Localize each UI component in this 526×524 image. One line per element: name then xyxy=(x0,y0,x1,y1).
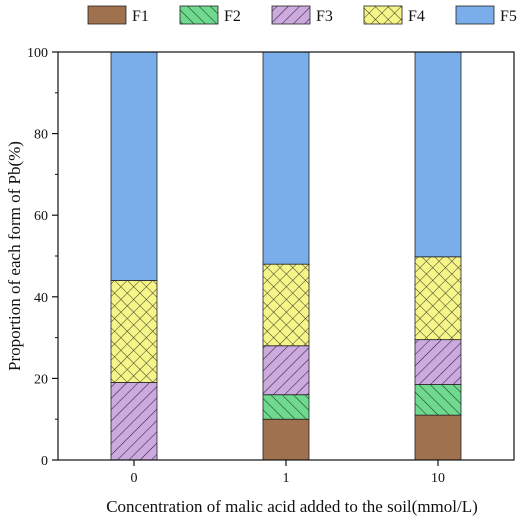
bar-segment-f4-1 xyxy=(262,263,310,347)
y-tick-label: 40 xyxy=(34,291,48,306)
x-tick-label: 1 xyxy=(283,471,290,486)
x-axis-label: Concentration of malic acid added to the… xyxy=(106,497,478,516)
legend-label-f3: F3 xyxy=(316,8,333,25)
x-tick-label: 0 xyxy=(131,471,138,486)
legend-swatch-f4 xyxy=(363,5,403,25)
y-tick-label: 60 xyxy=(34,209,48,224)
legend-swatch-f1 xyxy=(87,5,127,25)
bar-segment-f2-10 xyxy=(414,384,462,416)
bar-segment-f3-0 xyxy=(110,382,158,461)
bar-segment-f2-1 xyxy=(262,394,310,420)
legend-swatch-f2 xyxy=(179,5,219,25)
bar-segment-f5-0 xyxy=(110,51,158,281)
y-tick-label: 20 xyxy=(34,372,48,387)
legend-label-f4: F4 xyxy=(408,8,425,25)
bar-segment-f4-10 xyxy=(414,256,462,341)
y-tick-label: 0 xyxy=(41,454,48,469)
legend-label-f2: F2 xyxy=(224,8,241,25)
legend: F1 F2 F3 F4 F5 xyxy=(87,5,517,25)
bars-group xyxy=(110,51,462,461)
bar-segment-f5-1 xyxy=(262,51,310,265)
y-axis-label: Proportion of each form of Pb(%) xyxy=(5,141,24,371)
y-tick-label: 80 xyxy=(34,128,48,143)
legend-swatch-f3 xyxy=(271,5,311,25)
legend-swatch-f5 xyxy=(455,5,495,25)
bar-segment-f3-1 xyxy=(262,345,310,396)
bar-segment-f1-1 xyxy=(262,418,310,461)
legend-label-f5: F5 xyxy=(500,8,517,25)
bar-segment-f1-10 xyxy=(414,414,462,461)
bar-segment-f3-10 xyxy=(414,339,462,385)
bar-segment-f4-0 xyxy=(110,280,158,383)
x-tick-label: 10 xyxy=(431,471,445,486)
legend-label-f1: F1 xyxy=(132,8,149,25)
y-tick-label: 100 xyxy=(27,46,48,61)
axes-group: 0 20 40 60 80 100 0 1 10 xyxy=(27,46,515,486)
bar-segment-f5-10 xyxy=(414,51,462,258)
